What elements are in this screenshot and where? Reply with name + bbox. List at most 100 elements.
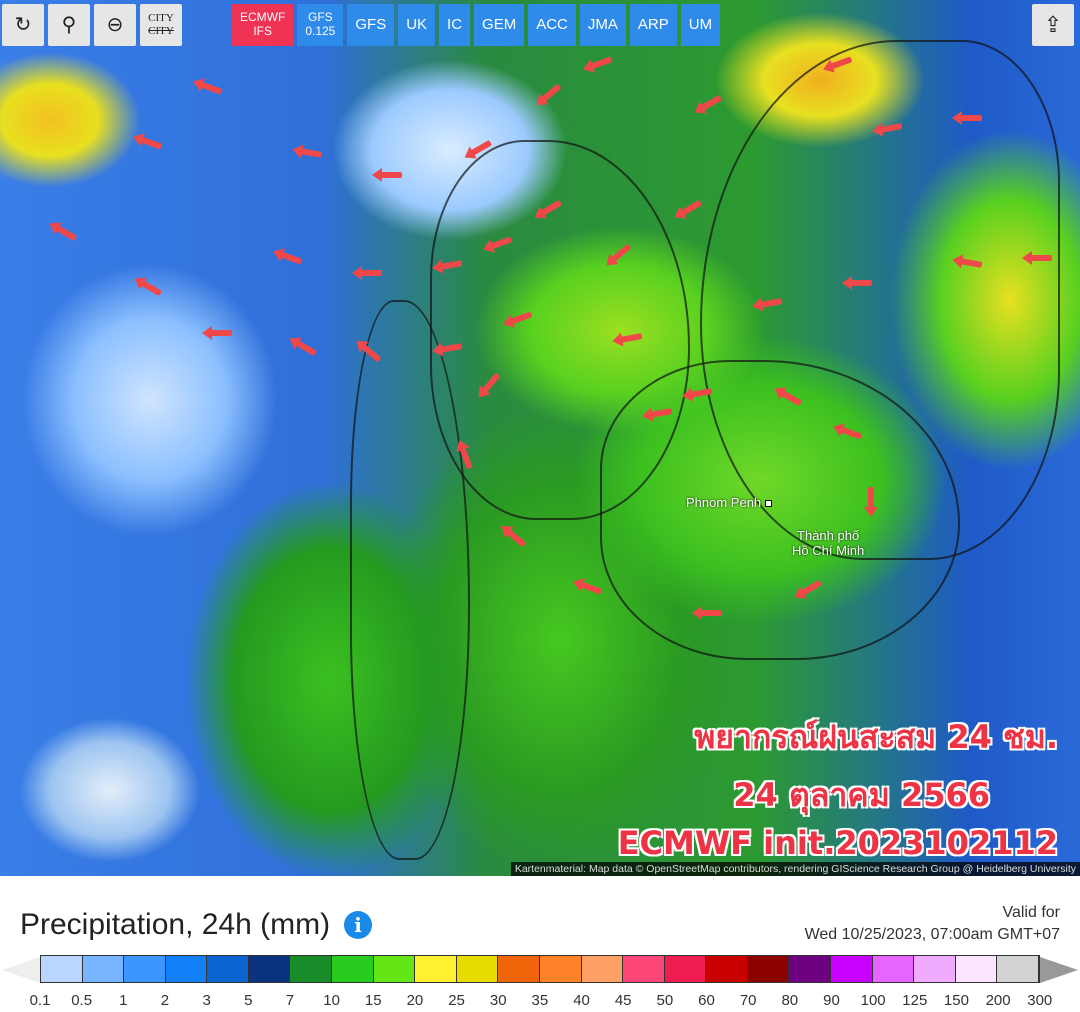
city-name: Thành phố	[797, 528, 860, 543]
wind-arrow-icon	[1022, 251, 1052, 265]
scale-tick-label: 125	[902, 992, 928, 1009]
scale-swatch	[124, 956, 166, 982]
valid-label: Valid for	[1002, 904, 1060, 921]
model-tab-gem[interactable]: GEM	[474, 4, 525, 46]
scale-tick-label: 25	[448, 992, 465, 1009]
model-tab-gfs-0125[interactable]: GFS 0.125	[297, 4, 344, 46]
scale-tick-label: 45	[614, 992, 632, 1009]
scale-tick-label: 1	[119, 992, 128, 1009]
color-scale	[0, 955, 1080, 983]
wind-arrow-icon	[279, 251, 303, 265]
scale-swatch	[664, 956, 707, 982]
refresh-button[interactable]: ↻	[2, 4, 44, 46]
model-tab-ecmwf-ifs[interactable]: ECMWF IFS	[232, 4, 294, 46]
model-sublabel: IFS	[253, 24, 272, 38]
scale-swatch	[82, 956, 125, 982]
wind-arrow-icon	[372, 168, 402, 182]
wind-arrow-icon	[202, 326, 232, 340]
scale-tick-label: 80	[781, 992, 799, 1009]
scale-low-arrow	[2, 957, 40, 983]
scale-swatch	[623, 956, 665, 982]
model-tab-ic[interactable]: IC	[439, 4, 471, 46]
scale-tick-label: 300	[1027, 992, 1053, 1009]
model-label: JMA	[587, 16, 618, 34]
overlay-title: พยากรณ์ฝนสะสม 24 ชม.	[694, 718, 1058, 756]
wind-arrow-icon	[679, 199, 703, 217]
scale-swatch	[248, 956, 291, 982]
scale-tick-label: 100	[860, 992, 886, 1009]
wind-arrow-icon	[579, 581, 603, 595]
valid-time: Valid for Wed 10/25/2023, 07:00am GMT+07	[805, 902, 1060, 946]
wind-arrow-icon	[692, 606, 722, 620]
model-label: IC	[447, 16, 463, 34]
scale-tick-label: 3	[202, 992, 211, 1009]
wind-arrow-icon	[352, 266, 382, 280]
scale-tick-label: 10	[323, 992, 340, 1009]
map-pin-icon: ⚲	[61, 13, 77, 36]
scale-tick-label: 90	[823, 992, 840, 1009]
wind-arrow-icon	[139, 136, 163, 150]
scale-tick-label: 20	[406, 992, 424, 1009]
scale-tick-label: 0.1	[29, 992, 51, 1009]
wind-arrow-icon	[139, 279, 163, 297]
legend-title-text: Precipitation, 24h (mm)	[20, 908, 331, 941]
model-sublabel: 0.125	[305, 24, 336, 38]
scale-tick-label: 35	[531, 992, 549, 1009]
map-attribution[interactable]: Kartenmaterial: Map data © OpenStreetMap…	[510, 862, 1080, 876]
coastline	[350, 300, 470, 860]
zoom-out-button[interactable]: ⊖	[94, 4, 136, 46]
city-name: Hồ Chí Minh	[792, 543, 865, 558]
scale-tick-label: 70	[739, 992, 757, 1009]
wind-arrow-icon	[952, 111, 982, 125]
wind-arrow-icon	[199, 81, 223, 95]
city-name: Phnom Penh	[686, 495, 762, 510]
city-label-ho-chi-minh: Thành phố Hồ Chí Minh	[792, 528, 864, 558]
scale-tick-label: 7	[285, 992, 295, 1009]
scale-swatch	[706, 956, 748, 982]
model-label: ARP	[637, 16, 669, 34]
scale-tick-label: 5	[244, 992, 253, 1009]
city-label-phnom-penh: Phnom Penh	[686, 495, 773, 510]
wind-arrow-icon	[299, 148, 323, 158]
model-tab-gfs[interactable]: GFS	[347, 4, 395, 46]
wind-arrow-icon	[699, 94, 723, 112]
city-label-struck: CITY	[148, 25, 174, 37]
scale-tick-label: 0.5	[71, 992, 93, 1009]
zoom-out-icon: ⊖	[106, 13, 124, 36]
scale-tick-label: 30	[489, 992, 507, 1009]
scale-swatch	[581, 956, 624, 982]
scale-swatch	[415, 956, 457, 982]
model-label: GEM	[482, 16, 517, 34]
model-label: UM	[688, 16, 713, 34]
scale-tick-label: 40	[573, 992, 590, 1009]
share-button[interactable]: ⇪	[1032, 4, 1074, 46]
coastline	[700, 40, 1060, 560]
scale-swatch	[332, 956, 374, 982]
model-label: GFS	[308, 10, 333, 25]
share-icon: ⇪	[1043, 12, 1063, 37]
model-label: ACC	[536, 16, 568, 34]
scale-tick-label: 60	[698, 992, 715, 1009]
city-toggle-button[interactable]: CITY CITY	[140, 4, 182, 46]
model-tab-um[interactable]: UM	[680, 4, 721, 46]
toolbar: ↻ ⚲ ⊖ CITY CITY ECMWF IFS GFS 0.125 GFS UK IC GE…	[2, 4, 721, 46]
wind-arrow-icon	[868, 487, 874, 509]
scale-swatch	[539, 956, 582, 982]
scale-swatch	[290, 956, 333, 982]
wind-arrow-icon	[842, 276, 872, 290]
scale-swatch	[914, 956, 956, 982]
location-button[interactable]: ⚲	[48, 4, 90, 46]
refresh-icon: ↻	[14, 13, 32, 36]
model-tab-uk[interactable]: UK	[398, 4, 436, 46]
model-tab-jma[interactable]: JMA	[579, 4, 626, 46]
precipitation-map[interactable]: Phnom Penh Thành phố Hồ Chí Minh พยากรณ์ฝ…	[0, 0, 1080, 876]
scale-swatch	[955, 956, 998, 982]
scale-tick-label: 50	[656, 992, 674, 1009]
scale-swatch	[207, 956, 249, 982]
wind-arrow-icon	[505, 528, 527, 548]
wind-arrow-icon	[294, 339, 318, 357]
info-icon[interactable]: i	[344, 911, 373, 939]
scale-swatch	[997, 956, 1039, 982]
model-tab-acc[interactable]: ACC	[528, 4, 576, 46]
model-tab-arp[interactable]: ARP	[629, 4, 677, 46]
